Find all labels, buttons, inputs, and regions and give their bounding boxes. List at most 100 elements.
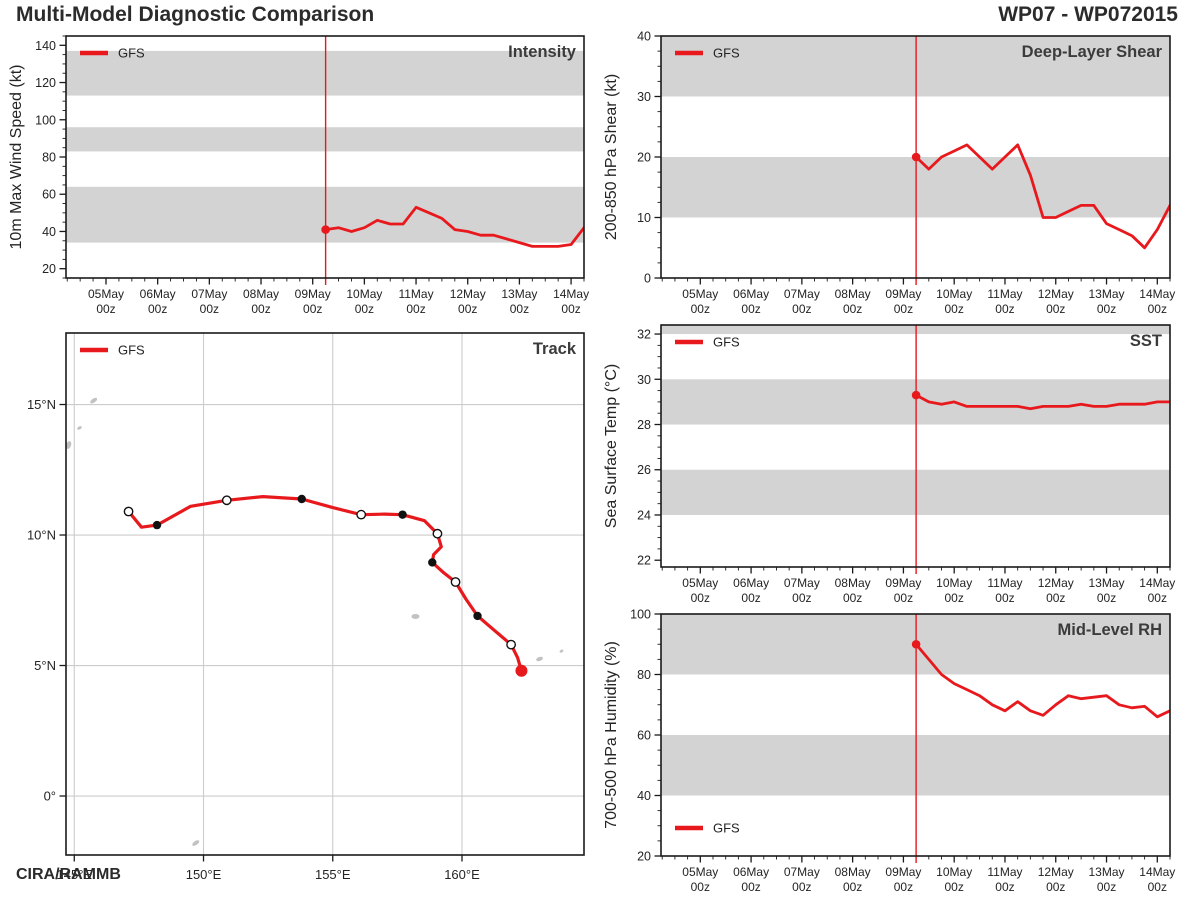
x-tick-hour-label: 00z [843,591,862,605]
x-tick-day-label: 10May [936,287,972,301]
x-tick-hour-label: 00z [1046,880,1065,894]
panel-title: Deep-Layer Shear [1022,43,1163,61]
x-tick-day-label: 06May [733,865,769,879]
x-tick-day-label: 12May [1038,287,1074,301]
track-point-open [506,639,517,650]
x-tick-day-label: 07May [191,287,227,301]
x-tick-day-label: 05May [682,287,718,301]
x-axis: 05May00z06May00z07May00z08May00z09May00z… [661,856,1175,894]
panel-title: Track [533,340,577,358]
page-title: Multi-Model Diagnostic Comparison [16,3,375,26]
x-tick-hour-label: 00z [843,302,862,316]
storm-id-title: WP07 - WP072015 [998,3,1178,26]
y-tick-label: 100 [35,113,56,127]
x-tick-day-label: 13May [1089,576,1125,590]
y-tick-label: 30 [637,373,651,387]
gfs-series-line [914,393,1170,411]
y-axis: 22 24 26 28 30 32 [637,328,661,568]
panel-border [65,35,585,279]
y-tick-label: 60 [637,729,651,743]
lat-tick-label: 0° [44,789,56,804]
y-tick-label: 120 [35,76,56,90]
track-point-open [450,577,461,587]
panel-border [660,35,1171,279]
x-tick-day-label: 12May [1038,576,1074,590]
x-tick-hour-label: 00z [691,880,710,894]
x-tick-day-label: 05May [88,287,124,301]
x-tick-day-label: 14May [1139,576,1175,590]
y-tick-label: 30 [637,90,651,104]
y-axis-label: 700-500 hPa Humidity (%) [603,641,620,829]
legend: GFS [80,46,145,61]
x-tick-hour-label: 00z [945,880,964,894]
x-tick-day-label: 14May [553,287,589,301]
island [66,441,72,449]
y-axis: 0 10 20 30 40 [637,30,661,286]
y-tick-label: 60 [42,188,56,202]
x-tick-hour-label: 00z [148,302,167,316]
x-tick-hour-label: 00z [792,302,811,316]
x-tick-day-label: 10May [346,287,382,301]
x-tick-hour-label: 00z [1097,880,1116,894]
x-tick-day-label: 11May [987,865,1022,879]
track-point-filled [473,611,482,621]
x-tick-day-label: 08May [835,576,871,590]
init-point [321,225,330,234]
x-tick-hour-label: 00z [945,591,964,605]
island [192,840,200,846]
x-tick-day-label: 09May [295,287,331,301]
x-tick-day-label: 07May [784,287,820,301]
x-tick-hour-label: 00z [691,591,710,605]
island [559,649,564,653]
track-point-filled [297,494,306,504]
legend: GFS [675,821,740,836]
y-tick-label: 20 [637,850,651,864]
x-tick-day-label: 09May [885,576,921,590]
x-tick-day-label: 11May [987,287,1022,301]
track-point-open [221,495,232,506]
y-tick-label: 40 [637,30,651,44]
x-tick-hour-label: 00z [894,302,913,316]
y-axis-label: 10m Max Wind Speed (kt) [8,65,25,250]
x-tick-hour-label: 00z [894,591,913,605]
panel-sst: 05May00z06May00z07May00z08May00z09May00z… [603,324,1175,605]
legend-gfs-label: GFS [713,821,740,836]
track-point-open [123,506,134,517]
x-tick-day-label: 07May [784,576,820,590]
x-tick-day-label: 08May [835,865,871,879]
panel-border [65,332,585,856]
credit-label: CIRA/RAMMB [16,866,121,883]
y-tick-label: 100 [630,608,651,622]
y-tick-label: 40 [42,225,56,239]
x-tick-day-label: 13May [501,287,537,301]
y-tick-label: 20 [637,151,651,165]
island [536,656,543,662]
x-tick-hour-label: 00z [995,880,1014,894]
init-point [911,390,921,400]
legend: GFS [80,343,145,358]
panel-track: 145°E 150°E 155°E 160°E 0° 5°N 10°N 15°N Track GF… [27,332,585,882]
init-point [911,639,921,649]
track-point-open [432,528,443,539]
x-tick-hour-label: 00z [1148,880,1167,894]
track-point-open [356,509,367,520]
island [90,397,98,404]
x-tick-hour-label: 00z [406,302,425,316]
x-tick-hour-label: 00z [96,302,115,316]
y-tick-label: 140 [35,39,56,53]
y-tick-label: 80 [637,668,651,682]
lon-tick-label: 150°E [186,867,222,882]
track-end-point [515,664,528,677]
y-tick-label: 22 [637,554,651,568]
legend-gfs-label: GFS [118,46,145,61]
x-tick-day-label: 12May [450,287,486,301]
legend: GFS [675,335,740,350]
x-tick-day-label: 06May [733,287,769,301]
panel-border [660,324,1171,568]
y-tick-label: 24 [637,508,651,522]
x-tick-hour-label: 00z [995,302,1014,316]
x-tick-day-label: 07May [784,865,820,879]
legend: GFS [675,46,740,61]
map-grid [66,333,584,855]
